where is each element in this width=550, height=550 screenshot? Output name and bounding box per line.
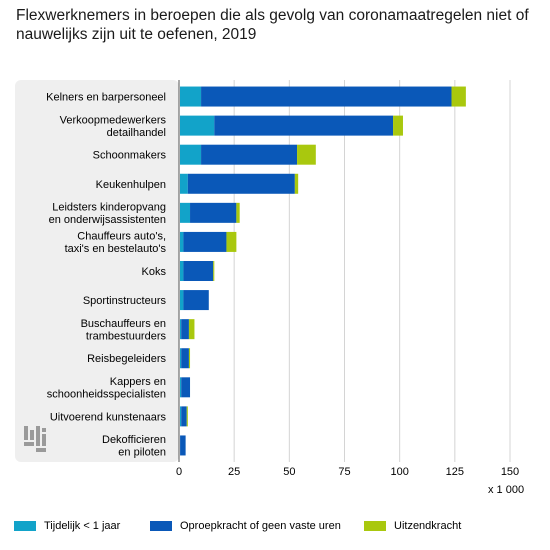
bar-segment [180,435,186,456]
legend-swatch-uitzend [364,521,386,531]
bar-segment [187,173,295,194]
cbs-logo [24,426,46,452]
x-tick-label: 125 [446,466,464,478]
bar-segment [180,231,184,252]
legend-label-uitzend: Uitzendkracht [394,520,462,532]
category-label: Schoonmakers [93,150,167,162]
category-label: Kappers en schoonheidsspecialisten [47,376,166,401]
x-tick-label: 25 [228,466,240,478]
x-tick-label: 50 [283,466,295,478]
legend-item-uitzend: Uitzendkracht [364,520,461,532]
category-panel [15,80,179,462]
bar-segment [213,261,215,281]
x-tick-label: 100 [390,466,408,478]
bar-segment [236,202,240,223]
category-label: Reisbegeleiders [87,353,166,365]
logo-block [24,442,34,446]
logo-block [42,434,46,446]
bar-segment [180,319,182,340]
bar-segment [186,406,188,427]
category-label: Dekofficieren en piloten [102,434,166,459]
bar-segment [183,290,209,311]
category-labels: Kelners en barpersoneel Verkoopmedewerker… [46,92,166,459]
bar-segment [180,377,182,398]
x-axis-ticks: 0 25 50 75 100 125 150 [176,466,519,478]
bar-segment [180,290,184,311]
bar-segment [183,231,227,252]
bars [180,86,466,456]
logo-block [36,448,46,452]
bar-segment [188,348,191,369]
x-tick-label: 75 [338,466,350,478]
logo-block [36,426,40,446]
bar-segment [181,319,189,340]
category-panel-bg [15,80,179,462]
category-label: Sportinstructeurs [83,295,167,307]
chart-title: Flexwerknemers in beroepen die als gevol… [16,7,529,43]
category-label: Chauffeurs auto's, taxi's en bestelauto's [65,231,167,256]
logo-block [24,426,28,440]
bar-segment [180,173,188,194]
category-label: Uitvoerend kunstenaars [50,411,167,423]
bar-segment [180,115,215,136]
bar-segment [226,231,237,252]
gridlines [178,80,511,462]
category-label: Koks [142,266,167,278]
bar-segment [393,115,403,136]
bar-segment [181,377,191,398]
legend-swatch-oproep [150,521,172,531]
bar-segment [214,115,394,136]
legend-label-tijdelijk: Tijdelijk < 1 jaar [44,520,121,532]
bar-segment [201,144,298,165]
category-label: Verkoopmedewerkers detailhandel [60,114,167,139]
bar-segment [451,86,466,107]
x-tick-label: 0 [176,466,182,478]
bar-segment [180,348,182,369]
bar-segment [297,144,316,165]
bar-segment [180,261,184,281]
bar-segment [181,348,189,369]
bar-segment [180,202,191,223]
bar-segment [180,144,202,165]
bar-segment [180,406,182,427]
legend-swatch-tijdelijk [14,521,36,531]
legend-item-oproep: Oproepkracht of geen vaste uren [150,520,341,532]
category-label: Kelners en barpersoneel [46,92,166,104]
bar-segment [181,406,187,427]
category-label: Leidsters kinderopvang en onderwijsassist… [49,202,166,227]
bar-segment [180,86,202,107]
bar-segment [188,319,195,340]
x-tick-label: 150 [501,466,519,478]
legend-label-oproep: Oproepkracht of geen vaste uren [180,520,341,532]
legend: Tijdelijk < 1 jaar Oproepkracht of geen … [14,520,544,538]
bar-segment [190,202,237,223]
bar-segment [294,173,299,194]
logo-block [42,428,46,432]
category-label: Buschauffeurs en trambestuurders [81,318,167,343]
bar-segment [201,86,452,107]
category-label: Keukenhulpen [96,179,166,191]
bar-segment [183,261,214,281]
x-axis-unit: x 1 000 [488,484,525,496]
legend-item-tijdelijk: Tijdelijk < 1 jaar [14,520,120,532]
logo-block [30,430,34,440]
